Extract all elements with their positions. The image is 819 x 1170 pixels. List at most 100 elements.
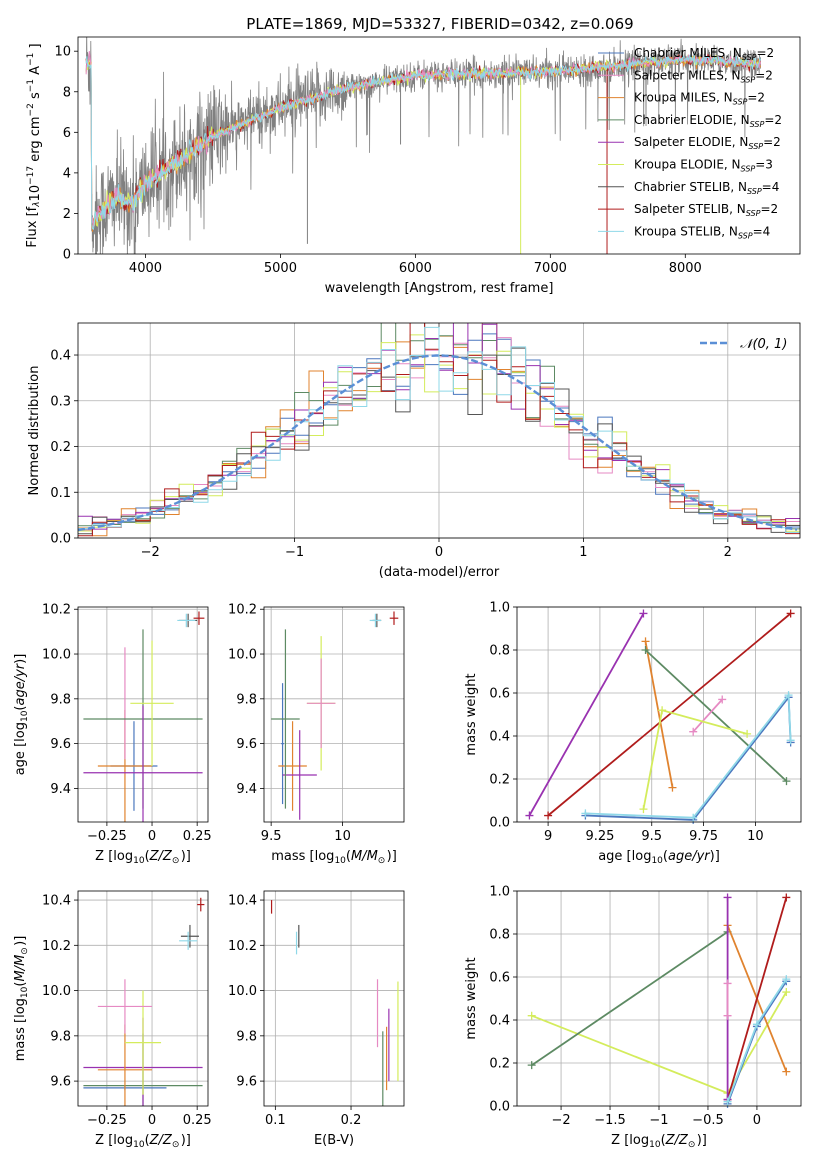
y-axis-label: mass weight (464, 957, 479, 1039)
y-axis-label: mass [log10(M/M⊙ )] (13, 936, 30, 1062)
weight-marker (782, 988, 791, 997)
y-tick-label: 9.6 (236, 1075, 257, 1090)
weight_vs_Z-plot: −2 −1.5 −1 −0.5 0 0.0 0.2 0.4 0.6 0.8 1.0 Z [log10(… (464, 885, 802, 1150)
y-tick-label: 9.8 (236, 1029, 257, 1044)
x-tick-label: 0.25 (183, 829, 212, 844)
weight-marker (782, 893, 791, 902)
residuals-plot: −2 −1 0 1 2 0.0 0.1 0.2 0.3 0.4 (data-model)/error… (27, 322, 801, 580)
axes-frame (77, 890, 209, 1107)
weight-line (585, 692, 792, 819)
y-tick-label: 0.8 (489, 644, 510, 659)
x-tick-label: 10 (747, 829, 764, 844)
weight-marker (782, 1067, 791, 1076)
x-tick-label: 7000 (534, 261, 567, 276)
y-axis-label: Normed distribution (27, 366, 42, 496)
y-tick-label: 1.0 (489, 885, 510, 900)
y-tick-label: 0.0 (489, 816, 510, 831)
legend-label: 𝒩(0, 1) (740, 337, 787, 352)
legend-label: Salpeter STELIB, NSSP=2 (634, 202, 778, 218)
errorbar-point (306, 658, 336, 749)
weight-marker (544, 811, 553, 820)
x-axis-label: Z [log10(Z/Z⊙ )] (611, 1133, 707, 1150)
y-tick-label: 9.4 (50, 782, 71, 797)
errorbar-point (369, 613, 382, 628)
y-tick-label: 0.6 (489, 687, 510, 702)
x-tick-label: −0.5 (692, 1113, 724, 1128)
x-axis-label: Z [log10(Z/Z⊙ )] (95, 849, 191, 866)
x-axis-label: E(B-V) (314, 1133, 354, 1148)
axes-frame (77, 322, 801, 539)
y-tick-label: 10.2 (228, 939, 257, 954)
y-tick-label: 0.0 (489, 1100, 510, 1115)
errorbar-point (197, 897, 205, 912)
x-tick-label: 4000 (129, 261, 162, 276)
x-axis-label: wavelength [Angstrom, rest frame] (325, 281, 554, 296)
legend-label: Chabrier STELIB, NSSP=4 (634, 180, 779, 196)
errorbar-point (278, 721, 307, 811)
spectrum-plot: 4000 5000 6000 7000 8000 0 2 4 6 8 10 wavelength [A… (25, 36, 801, 296)
weight-marker (723, 893, 732, 902)
errorbar-point (83, 705, 203, 822)
x-tick-label: 9.5 (641, 829, 662, 844)
age_vs_Z-plot: −0.25 0 0.25 9.4 9.6 9.8 10.0 10.2 Z [log10(Z/Z⊙… (13, 603, 212, 866)
weight-line (547, 612, 792, 817)
y-tick-label: 10.2 (42, 603, 71, 618)
y-tick-label: 8 (63, 85, 71, 100)
weight-marker (527, 1011, 536, 1020)
x-axis-label: mass [log10(M/M⊙ )] (271, 849, 397, 866)
y-tick-label: 0.0 (50, 532, 71, 547)
x-axis-label: age [log10(age/yr)] (598, 849, 720, 866)
y-tick-label: 9.8 (236, 692, 257, 707)
weight_vs_age-plot: 9 9.25 9.5 9.75 10 0.0 0.2 0.4 0.6 0.8 1.0 age [log… (464, 601, 802, 866)
weight-marker (658, 706, 667, 715)
y-tick-label: 0 (63, 248, 71, 263)
age_vs_mass-plot: 9.5 10 9.4 9.6 9.8 10.0 10.2 mass [log10(M/M⊙ )… (228, 603, 405, 866)
y-tick-label: 9.6 (50, 737, 71, 752)
weight-marker (782, 975, 791, 984)
mass_vs_Z-plot: −0.25 0 0.25 9.6 9.8 10.0 10.2 10.4 Z [log10(Z/Z… (13, 890, 212, 1150)
x-tick-label: 9.5 (261, 829, 282, 844)
x-axis-label: (data-model)/error (379, 565, 500, 580)
y-tick-label: 0.3 (50, 394, 71, 409)
weight-marker (723, 979, 732, 988)
x-tick-label: 9.75 (689, 829, 718, 844)
weight-marker (525, 811, 534, 820)
x-tick-label: 10 (334, 829, 351, 844)
y-axis-label: age [log10(age/yr)] (13, 654, 30, 776)
figure-title: PLATE=1869, MJD=53327, FIBERID=0342, z=0… (246, 15, 633, 33)
weight-marker (639, 805, 648, 814)
errorbar-point (97, 979, 153, 1034)
spectrum-model-line (85, 52, 762, 231)
errorbar-point (179, 931, 198, 950)
y-tick-label: 10.0 (42, 984, 71, 999)
y-tick-label: 0.4 (50, 349, 71, 364)
y-tick-label: 9.6 (236, 737, 257, 752)
y-tick-label: 0.2 (50, 440, 71, 455)
errorbar-point (97, 1024, 153, 1106)
legend-label: Salpeter ELODIE, NSSP=2 (634, 135, 781, 151)
weight-line (642, 709, 748, 810)
weight-marker (641, 646, 650, 654)
weight-line (726, 897, 788, 1100)
weight-marker (752, 1020, 761, 1029)
x-tick-label: 0 (753, 1113, 761, 1128)
x-tick-label: 5000 (264, 261, 297, 276)
y-tick-label: 1.0 (489, 601, 510, 616)
weight-line (644, 641, 674, 788)
x-tick-label: −1.5 (594, 1113, 626, 1128)
y-tick-label: 6 (63, 126, 71, 141)
histogram-step (78, 326, 800, 533)
y-tick-label: 0.6 (489, 971, 510, 986)
weight-marker (784, 691, 793, 700)
errorbar-point (177, 613, 196, 628)
weight-marker (581, 809, 590, 818)
y-tick-label: 9.4 (236, 782, 257, 797)
x-tick-label: 0.25 (183, 1113, 212, 1128)
weight-marker (786, 736, 795, 745)
x-tick-label: 6000 (399, 261, 432, 276)
weight-marker (786, 609, 795, 618)
errorbar-point (193, 611, 205, 625)
weight-marker (782, 777, 791, 786)
weight-marker (639, 609, 648, 618)
